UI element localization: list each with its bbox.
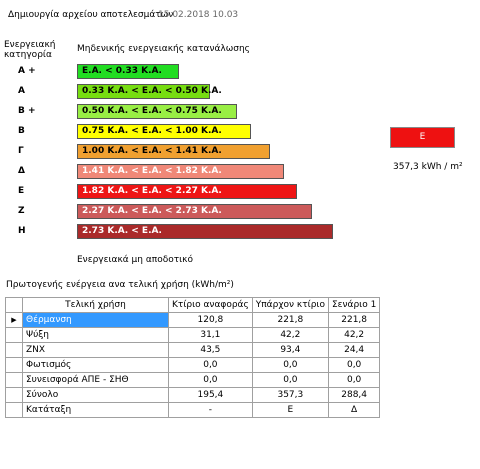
table-row[interactable]: Φωτισμός 0,0 0,0 0,0 <box>5 357 381 373</box>
cell-value: 0,0 <box>327 357 381 373</box>
class-bar: 1.82 Κ.Α. < Ε.Α. < 2.27 Κ.Α. <box>77 184 297 199</box>
category-heading: Ενεργειακή κατηγορία <box>4 40 55 60</box>
cell-value: 0,0 <box>251 372 329 388</box>
cell-use: Φωτισμός <box>22 357 169 373</box>
class-label: Η <box>18 226 26 236</box>
cell-value: 0,0 <box>168 372 253 388</box>
class-label: Β + <box>18 106 36 116</box>
class-label: Ε <box>18 186 25 196</box>
column-header[interactable]: Υπάρχον κτίριο <box>251 297 329 313</box>
cell-value: 93,4 <box>251 342 329 358</box>
cell-use: Θέρμανση <box>22 312 169 328</box>
cell-value: 0,0 <box>168 357 253 373</box>
table-row[interactable]: Συνεισφορά ΑΠΕ - ΣΗΘ 0,0 0,0 0,0 <box>5 372 381 388</box>
row-header <box>5 357 23 373</box>
cell-value: Ε <box>251 402 329 418</box>
row-header: ▶ <box>5 312 23 328</box>
table-row[interactable]: ΖΝΧ 43,5 93,4 24,4 <box>5 342 381 358</box>
cell-use: Συνεισφορά ΑΠΕ - ΣΗΘ <box>22 372 169 388</box>
cell-use: Σύνολο <box>22 387 169 403</box>
result-value: 357,3 kWh / m² <box>393 162 463 172</box>
header-row: Τελική χρήση Κτίριο αναφοράς Υπάρχον κτίρι… <box>5 297 381 313</box>
cell-value: Δ <box>327 402 381 418</box>
column-header[interactable]: Κτίριο αναφοράς <box>168 297 253 313</box>
row-header <box>5 342 23 358</box>
class-bar: 0.50 Κ.Α. < Ε.Α. < 0.75 Κ.Α. <box>77 104 237 119</box>
column-header[interactable]: Σενάριο 1 <box>327 297 381 313</box>
row-header <box>5 402 23 418</box>
class-bar: 0.33 Κ.Α. < Ε.Α. < 0.50 Κ.Α. <box>77 84 222 99</box>
heading-line: κατηγορία <box>4 50 52 60</box>
class-bar: 0.75 Κ.Α. < Ε.Α. < 1.00 Κ.Α. <box>77 124 251 139</box>
class-bar: 2.27 Κ.Α. < Ε.Α. < 2.73 Κ.Α. <box>77 204 312 219</box>
corner <box>5 297 23 313</box>
class-label: Δ <box>18 166 25 176</box>
table-row[interactable]: Σύνολο 195,4 357,3 288,4 <box>5 387 381 403</box>
class-bar: 1.00 Κ.Α. < Ε.Α. < 1.41 Κ.Α. <box>77 144 270 159</box>
row-header <box>5 327 23 343</box>
table-row[interactable]: Κατάταξη - Ε Δ <box>5 402 381 418</box>
class-label: Ζ <box>18 206 25 216</box>
cell-value: - <box>168 402 253 418</box>
cell-use: Ψύξη <box>22 327 169 343</box>
top-label: Μηδενικής ενεργειακής κατανάλωσης <box>77 44 250 54</box>
table-row[interactable]: Ψύξη 31,1 42,2 42,2 <box>5 327 381 343</box>
table-title: Πρωτογενής ενέργεια ανα τελική χρήση (kW… <box>6 280 234 290</box>
cell-value: 357,3 <box>251 387 329 403</box>
row-header <box>5 372 23 388</box>
title: Δημιουργία αρχείου αποτελεσμάτων <box>8 10 174 20</box>
cell-value: 31,1 <box>168 327 253 343</box>
class-bar: 1.41 Κ.Α. < Ε.Α. < 1.82 Κ.Α. <box>77 164 284 179</box>
cell-value: 221,8 <box>251 312 329 328</box>
class-bar: 2.73 Κ.Α. < Ε.Α. <box>77 224 333 239</box>
cell-value: 195,4 <box>168 387 253 403</box>
cell-use: ΖΝΧ <box>22 342 169 358</box>
bottom-label: Ενεργειακά μη αποδοτικό <box>77 255 193 265</box>
cell-value: 42,2 <box>327 327 381 343</box>
class-label: Α + <box>18 66 36 76</box>
energy-table: Τελική χρήση Κτίριο αναφοράς Υπάρχον κτίρι… <box>5 297 381 418</box>
cell-value: 43,5 <box>168 342 253 358</box>
table-row[interactable]: ▶ Θέρμανση 120,8 221,8 221,8 <box>5 312 381 328</box>
row-header <box>5 387 23 403</box>
class-label: Α <box>18 86 25 96</box>
result-class: Ε <box>390 127 455 148</box>
cell-value: 42,2 <box>251 327 329 343</box>
cell-value: 0,0 <box>251 357 329 373</box>
cell-value: 221,8 <box>327 312 381 328</box>
class-label: Γ <box>18 146 24 156</box>
heading-line: Ενεργειακή <box>4 40 56 50</box>
cell-value: 24,4 <box>327 342 381 358</box>
cell-value: 120,8 <box>168 312 253 328</box>
class-label: Β <box>18 126 25 136</box>
cell-use: Κατάταξη <box>22 402 169 418</box>
class-bar: Ε.Α. < 0.33 Κ.Α. <box>77 64 179 79</box>
cell-value: 288,4 <box>327 387 381 403</box>
column-header[interactable]: Τελική χρήση <box>22 297 169 313</box>
timestamp: 15.02.2018 10.03 <box>158 10 239 20</box>
cell-value: 0,0 <box>327 372 381 388</box>
